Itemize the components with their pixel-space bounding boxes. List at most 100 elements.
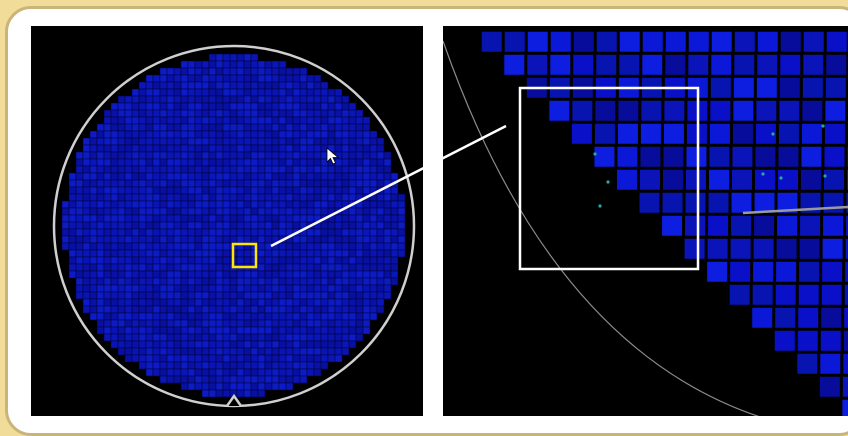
wafer-die xyxy=(293,362,300,369)
wafer-die xyxy=(335,334,342,341)
wafer-die xyxy=(209,306,216,313)
wafer-die xyxy=(370,292,377,299)
wafer-die xyxy=(398,222,405,229)
wafer-die xyxy=(202,292,209,299)
wafer-die xyxy=(279,313,286,320)
wafer-die xyxy=(188,306,195,313)
wafer-die xyxy=(202,117,209,124)
wafer-die xyxy=(286,334,293,341)
wafer-die xyxy=(300,292,307,299)
wafer-die xyxy=(265,61,272,68)
wafer-die xyxy=(216,131,223,138)
wafer-die xyxy=(188,369,195,376)
wafer-die xyxy=(223,54,230,61)
wafer-die xyxy=(118,215,125,222)
wafer-die xyxy=(174,236,181,243)
wafer-die xyxy=(181,264,188,271)
zoomed-die xyxy=(619,31,641,53)
wafer-die xyxy=(244,306,251,313)
wafer-die xyxy=(125,292,132,299)
wafer-die xyxy=(202,103,209,110)
zoomed-wafer-map[interactable] xyxy=(443,26,848,416)
wafer-die xyxy=(279,145,286,152)
wafer-die xyxy=(321,180,328,187)
wafer-die xyxy=(328,173,335,180)
wafer-die xyxy=(307,229,314,236)
wafer-die xyxy=(167,355,174,362)
wafer-die xyxy=(202,194,209,201)
wafer-die xyxy=(181,96,188,103)
wafer-die xyxy=(377,166,384,173)
wafer-die xyxy=(321,103,328,110)
wafer-die xyxy=(160,145,167,152)
wafer-die xyxy=(104,159,111,166)
wafer-die xyxy=(265,110,272,117)
wafer-die xyxy=(216,369,223,376)
wafer-die xyxy=(146,201,153,208)
wafer-die xyxy=(363,250,370,257)
wafer-die xyxy=(167,299,174,306)
wafer-die xyxy=(384,180,391,187)
wafer-die xyxy=(279,61,286,68)
zoomed-die xyxy=(753,238,775,260)
wafer-die xyxy=(167,341,174,348)
wafer-die xyxy=(321,229,328,236)
wafer-die xyxy=(209,194,216,201)
wafer-die xyxy=(223,82,230,89)
wafer-die xyxy=(216,250,223,257)
wafer-die xyxy=(335,257,342,264)
wafer-die xyxy=(328,89,335,96)
zoomed-die xyxy=(639,169,661,191)
wafer-die xyxy=(132,152,139,159)
wafer-die xyxy=(384,278,391,285)
wafer-map[interactable] xyxy=(31,26,423,416)
wafer-die xyxy=(111,110,118,117)
wafer-die xyxy=(314,334,321,341)
wafer-die xyxy=(209,89,216,96)
wafer-die xyxy=(321,89,328,96)
wafer-die xyxy=(286,236,293,243)
wafer-die xyxy=(244,229,251,236)
wafer-die xyxy=(258,348,265,355)
wafer-die xyxy=(258,180,265,187)
wafer-die xyxy=(216,348,223,355)
wafer-die xyxy=(153,180,160,187)
wafer-die xyxy=(272,257,279,264)
wafer-die xyxy=(230,362,237,369)
wafer-die xyxy=(139,355,146,362)
wafer-die xyxy=(118,222,125,229)
wafer-die xyxy=(349,180,356,187)
wafer-die xyxy=(209,103,216,110)
wafer-die xyxy=(230,215,237,222)
wafer-die xyxy=(181,362,188,369)
wafer-die xyxy=(111,138,118,145)
wafer-die xyxy=(300,131,307,138)
wafer-die xyxy=(90,194,97,201)
wafer-map-panel[interactable] xyxy=(31,26,423,416)
wafer-die xyxy=(83,222,90,229)
wafer-die xyxy=(244,348,251,355)
wafer-die xyxy=(377,306,384,313)
zoom-panel[interactable] xyxy=(443,26,848,416)
wafer-die xyxy=(174,208,181,215)
wafer-die xyxy=(307,285,314,292)
wafer-die xyxy=(216,75,223,82)
zoomed-die xyxy=(711,31,733,53)
wafer-die xyxy=(370,208,377,215)
wafer-die xyxy=(174,152,181,159)
wafer-die xyxy=(216,180,223,187)
wafer-die xyxy=(223,243,230,250)
wafer-die xyxy=(363,159,370,166)
wafer-die xyxy=(69,257,76,264)
wafer-die xyxy=(244,341,251,348)
wafer-die xyxy=(167,103,174,110)
wafer-die xyxy=(279,138,286,145)
wafer-die xyxy=(342,131,349,138)
wafer-die xyxy=(377,201,384,208)
wafer-die xyxy=(146,327,153,334)
wafer-die xyxy=(209,376,216,383)
wafer-die xyxy=(335,348,342,355)
wafer-die xyxy=(202,334,209,341)
wafer-die xyxy=(286,82,293,89)
wafer-die xyxy=(314,75,321,82)
